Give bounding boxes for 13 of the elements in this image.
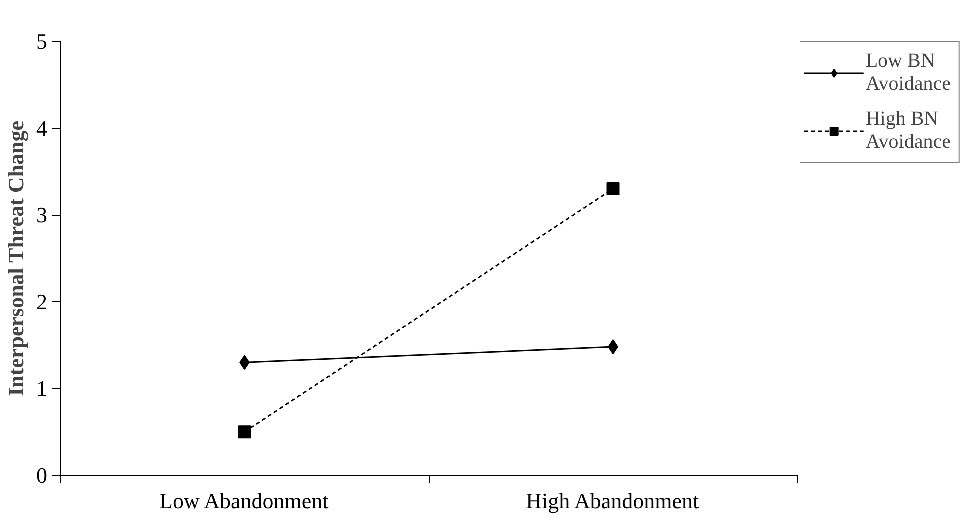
y-tick-label: 1 [36,376,48,402]
x-tick-label: Low Abandonment [160,488,329,514]
y-tick-label: 5 [36,29,48,54]
point [238,426,252,439]
legend-label: High BN Avoidance [866,108,951,154]
y-tick-label: 0 [36,463,48,488]
point [606,182,620,196]
y-tick-label: 3 [36,202,48,228]
y-axis-title: Interpersonal Threat Change [4,120,28,396]
legend-label: Low BN Avoidance [866,50,951,96]
y-tick-label: 4 [36,116,48,141]
x-tick-label: High Abandonment [526,488,700,514]
y-tick-label: 2 [36,289,48,314]
